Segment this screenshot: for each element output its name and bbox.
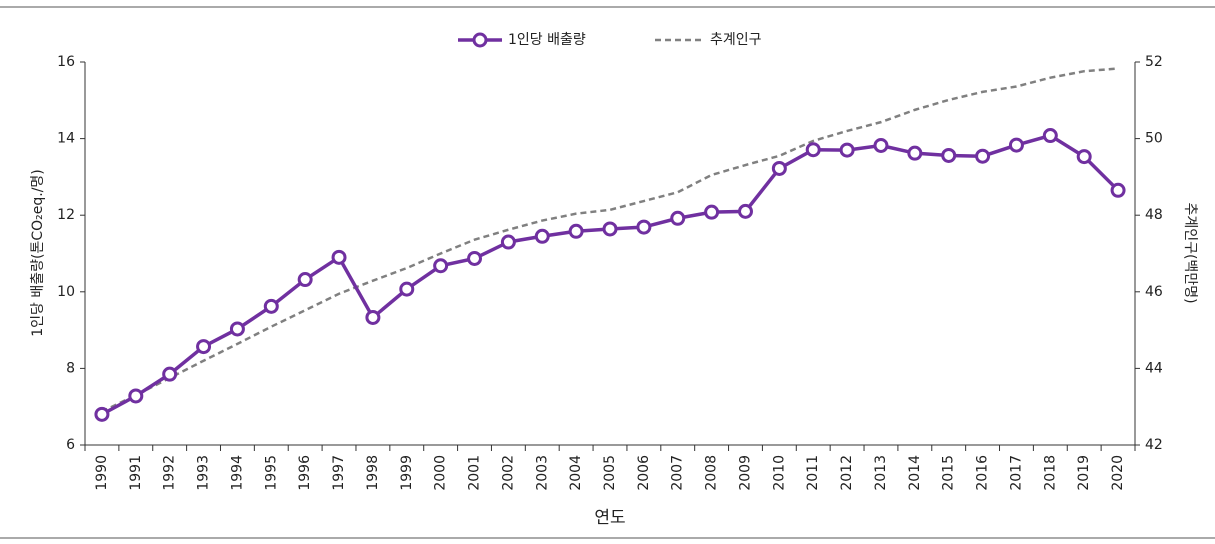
- point: [433, 258, 449, 274]
- point: [873, 137, 889, 153]
- x-axis-label: 연도: [594, 508, 625, 528]
- x-tick-label: 1995: [263, 455, 279, 491]
- point: [534, 228, 550, 244]
- y2-tick-label: 42: [1145, 437, 1163, 453]
- point: [636, 219, 652, 235]
- x-tick-label: 2006: [636, 455, 652, 491]
- x-tick-label: 2011: [805, 455, 821, 491]
- point: [568, 223, 584, 239]
- x-tick-label: 2014: [907, 455, 923, 491]
- x-tick-label: 2008: [704, 455, 720, 491]
- point: [975, 148, 991, 164]
- x-tick-label: 1994: [229, 455, 245, 491]
- y-tick-label: 16: [57, 54, 75, 70]
- x-tick-label: 1997: [331, 455, 347, 491]
- y2-axis-label: 추계인구(백만명): [1182, 202, 1198, 303]
- x-tick-label: 1998: [365, 455, 381, 491]
- legend-label: 1인당 배출량: [508, 32, 586, 48]
- y-tick-label: 10: [57, 284, 75, 300]
- x-tick-label: 2016: [975, 455, 991, 491]
- legend-marker: [472, 32, 488, 48]
- point: [737, 203, 753, 219]
- point: [704, 204, 720, 220]
- point: [771, 160, 787, 176]
- point: [399, 281, 415, 297]
- y2-tick-label: 50: [1145, 131, 1163, 147]
- y-tick-label: 14: [57, 131, 75, 147]
- point: [467, 250, 483, 266]
- point: [500, 234, 516, 250]
- y-tick-label: 8: [66, 360, 75, 376]
- x-tick-label: 2009: [737, 455, 753, 491]
- x-tick-label: 2002: [500, 455, 516, 491]
- x-tick-label: 2004: [568, 455, 584, 491]
- population-line: [101, 67, 1119, 413]
- x-tick-label: 2001: [467, 455, 483, 491]
- point: [907, 145, 923, 161]
- point: [805, 142, 821, 158]
- y-tick-label: 6: [66, 437, 75, 453]
- point: [1008, 137, 1024, 153]
- x-tick-label: 2018: [1042, 455, 1058, 491]
- x-tick-label: 2000: [433, 455, 449, 491]
- point: [941, 147, 957, 163]
- x-tick-label: 2003: [534, 455, 550, 491]
- point: [162, 366, 178, 382]
- x-tick-label: 2012: [839, 455, 855, 491]
- x-tick-label: 2017: [1008, 455, 1024, 491]
- point: [602, 221, 618, 237]
- point: [1110, 182, 1126, 198]
- x-tick-label: 1992: [162, 455, 178, 491]
- point: [1042, 128, 1058, 144]
- y2-tick-label: 52: [1145, 54, 1163, 70]
- x-tick-label: 2007: [670, 455, 686, 491]
- point: [128, 388, 144, 404]
- x-tick-label: 2005: [602, 455, 618, 491]
- y2-tick-label: 46: [1145, 284, 1163, 300]
- point: [297, 272, 313, 288]
- point: [670, 210, 686, 226]
- point: [365, 309, 381, 325]
- point: [263, 298, 279, 314]
- y2-tick-label: 44: [1145, 360, 1163, 376]
- point: [94, 406, 110, 422]
- x-tick-label: 1996: [297, 455, 313, 491]
- x-tick-label: 2020: [1110, 455, 1126, 491]
- point: [331, 249, 347, 265]
- x-tick-label: 2013: [873, 455, 889, 491]
- x-tick-label: 1990: [94, 455, 110, 491]
- y-tick-label: 12: [57, 207, 75, 223]
- x-tick-label: 2010: [771, 455, 787, 491]
- emission-line: [101, 133, 1120, 416]
- point: [839, 142, 855, 158]
- x-tick-label: 1999: [399, 455, 415, 491]
- point: [196, 339, 212, 355]
- y2-tick-label: 48: [1145, 207, 1163, 223]
- legend-label: 추계인구: [710, 32, 762, 48]
- point: [1076, 149, 1092, 165]
- x-tick-label: 1991: [128, 455, 144, 491]
- x-tick-label: 1993: [196, 455, 212, 491]
- x-tick-label: 2015: [941, 455, 957, 491]
- y-axis-label: 1인당 배출량(톤CO₂eq./명): [30, 169, 46, 337]
- x-tick-label: 2019: [1076, 455, 1092, 491]
- point: [229, 321, 245, 337]
